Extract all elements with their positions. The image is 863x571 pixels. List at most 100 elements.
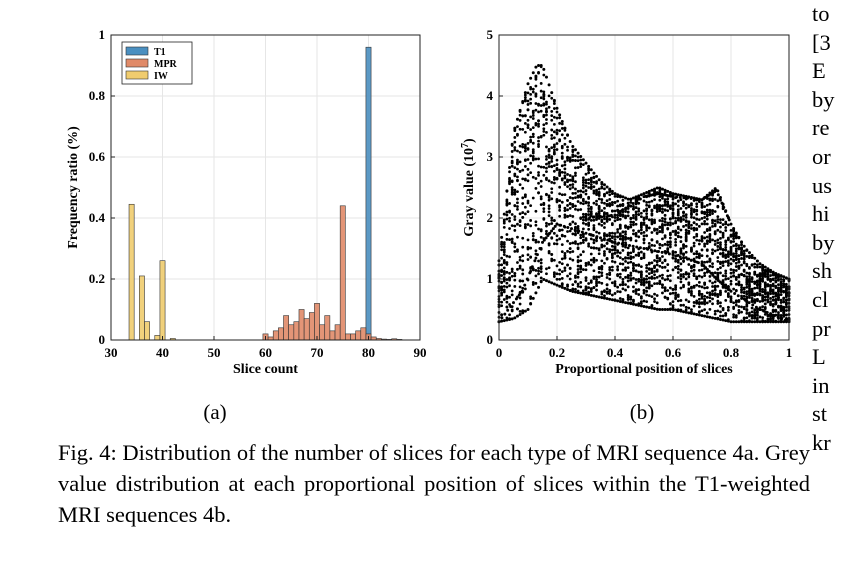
scatter-point — [705, 254, 709, 258]
scatter-point — [547, 179, 551, 183]
scatter-point — [579, 281, 583, 284]
scatter-point — [621, 268, 625, 272]
scatter-point — [763, 295, 767, 299]
scatter-point — [650, 243, 654, 247]
scatter-point — [639, 221, 643, 225]
scatter-point — [579, 236, 583, 240]
scatter-point — [570, 227, 573, 231]
scatter-point — [610, 203, 614, 207]
scatter-point — [745, 316, 749, 320]
scatter-point — [558, 185, 562, 189]
scatter-point — [621, 282, 625, 286]
scatter-point — [558, 284, 562, 288]
scatter-point — [679, 216, 683, 220]
scatter-point — [740, 263, 743, 267]
scatter-point — [763, 298, 767, 302]
scatter-point — [782, 314, 786, 318]
scatter-point — [708, 291, 712, 295]
bar-mpr — [314, 303, 320, 341]
scatter-point — [613, 209, 617, 213]
scatter-point — [621, 300, 625, 304]
scatter-point — [579, 285, 583, 289]
scatter-point — [737, 273, 741, 277]
scatter-point — [740, 243, 743, 247]
scatter-point — [661, 255, 664, 258]
scatter-point — [675, 195, 679, 199]
scatter-point — [637, 303, 641, 307]
scatter-point — [573, 290, 577, 294]
scatter-point — [766, 272, 770, 276]
scatter-point — [661, 207, 664, 211]
scatter-point — [558, 260, 562, 264]
scatter-point — [676, 212, 680, 216]
scatter-point — [734, 265, 738, 268]
scatter-point — [563, 254, 567, 258]
scatter-point — [657, 250, 660, 254]
scatter-point — [566, 145, 569, 149]
scatter-point — [705, 267, 709, 271]
scatter-point — [610, 268, 614, 272]
scatter-point — [547, 147, 551, 151]
scatter-point — [773, 314, 776, 318]
scatter-point — [568, 257, 572, 261]
scatter-point — [709, 271, 713, 275]
scatter-point — [754, 305, 758, 309]
scatter-point — [668, 279, 672, 283]
scatter-point — [600, 181, 604, 185]
scatter-point — [650, 222, 654, 226]
scatter-point — [700, 254, 704, 258]
scatter-point — [721, 235, 725, 239]
scatter-point — [716, 215, 720, 219]
scatter-point — [784, 291, 788, 294]
scatter-point — [581, 176, 585, 180]
scatter-point — [692, 252, 696, 256]
scatter-point — [591, 234, 595, 238]
scatter-point — [753, 280, 757, 284]
scatter-point — [737, 254, 741, 258]
scatter-point — [505, 261, 509, 264]
scatter-point — [545, 166, 548, 170]
scatter-point — [708, 275, 712, 278]
scatter-point — [684, 203, 688, 206]
scatter-point — [697, 305, 701, 309]
scatter-point — [715, 189, 718, 193]
scatter-point — [695, 312, 699, 316]
scatter-point — [726, 223, 730, 227]
side-text-line: cl — [812, 286, 829, 312]
scatter-point — [769, 279, 772, 283]
scatter-point — [724, 277, 728, 281]
scatter-point — [600, 201, 604, 204]
scatter-point — [745, 301, 749, 305]
scatter-point — [655, 307, 659, 311]
scatter-point — [595, 192, 598, 195]
scatter-point — [523, 283, 527, 287]
scatter-point — [545, 110, 548, 114]
scatter-point — [560, 257, 564, 261]
scatter-point — [518, 113, 522, 117]
scatter-point — [603, 193, 606, 197]
scatter-point — [571, 205, 575, 208]
scatter-point — [502, 261, 506, 265]
scatter-point — [545, 121, 548, 125]
scatter-point — [755, 316, 759, 320]
scatter-point — [668, 217, 672, 221]
scatter-point — [663, 213, 667, 217]
scatter-point — [520, 289, 524, 293]
scatter-point — [784, 305, 788, 309]
scatter-point — [745, 285, 749, 289]
scatter-point — [732, 237, 736, 241]
scatter-point — [719, 291, 722, 295]
scatter-point — [521, 127, 525, 131]
scatter-point — [550, 197, 554, 201]
scatter-point — [734, 254, 738, 258]
scatter-point — [584, 189, 588, 192]
legend-label-t1: T1 — [154, 47, 166, 58]
scatter-point — [610, 255, 614, 259]
scatter-point — [518, 296, 522, 300]
scatter-point — [605, 241, 609, 245]
scatter-point — [742, 268, 746, 272]
scatter-point — [724, 260, 728, 263]
scatter-point — [634, 206, 638, 210]
scatter-point — [703, 274, 707, 278]
tick-label-x: 1 — [786, 345, 793, 360]
